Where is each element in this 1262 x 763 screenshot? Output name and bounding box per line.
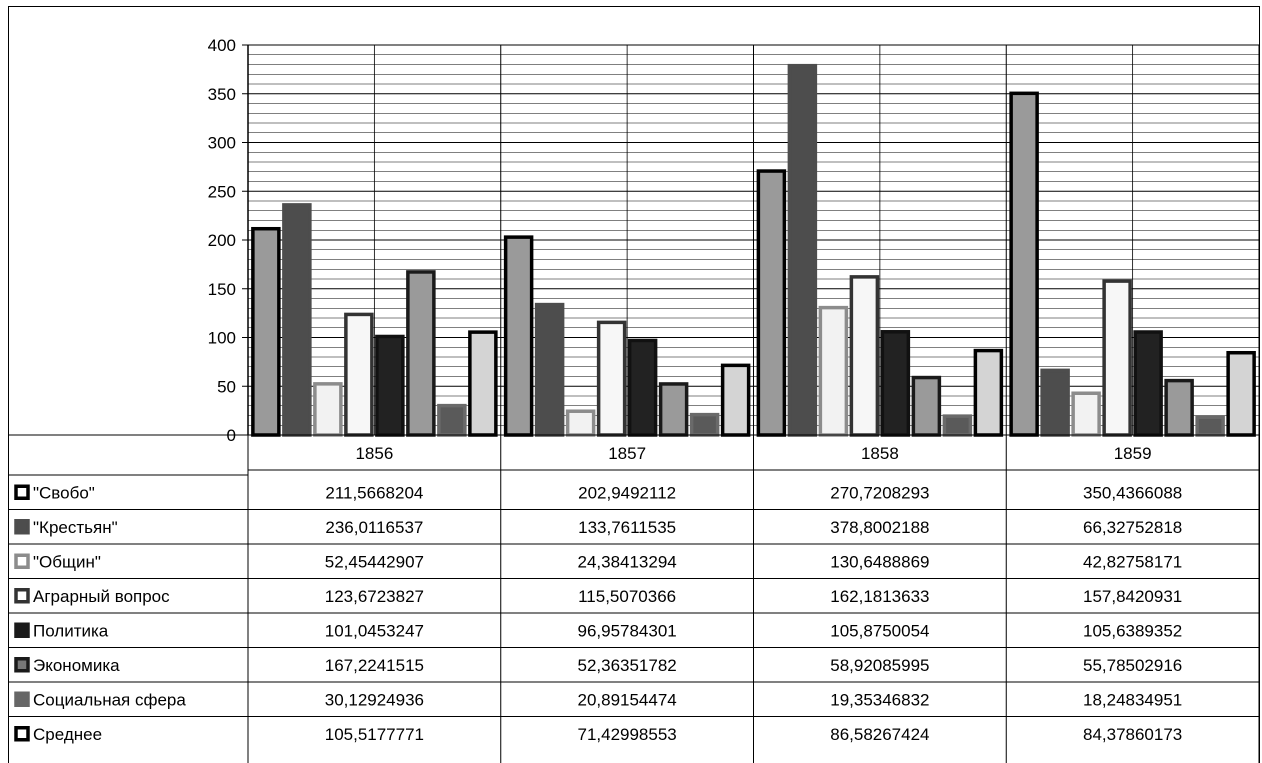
bar-6-1859 bbox=[1195, 415, 1225, 437]
table-value-cell: 52,45442907 bbox=[325, 552, 424, 571]
table-value-cell: 19,35346832 bbox=[830, 690, 929, 709]
bar-1-1858 bbox=[787, 63, 818, 437]
bar-4-1856 bbox=[375, 334, 405, 437]
bar-2-1858 bbox=[818, 305, 849, 437]
bar-6-1858 bbox=[942, 414, 973, 437]
category-label: 1857 bbox=[608, 444, 646, 463]
table-value-cell: 270,7208293 bbox=[830, 483, 929, 502]
bar-4-1857 bbox=[627, 338, 658, 437]
table-value-cell: 52,36351782 bbox=[577, 656, 676, 675]
bar-3-1856 bbox=[344, 312, 374, 437]
bar-6-1856 bbox=[437, 403, 467, 437]
bar-0-1857 bbox=[503, 235, 534, 437]
legend-series-name: Аграрный вопрос bbox=[33, 587, 170, 606]
table-value-cell: 167,2241515 bbox=[325, 656, 424, 675]
table-value-cell: 30,12924936 bbox=[325, 690, 424, 709]
table-value-cell: 157,8420931 bbox=[1083, 587, 1182, 606]
bar-4-1858 bbox=[880, 330, 911, 437]
bar-3-1857 bbox=[596, 320, 627, 437]
table-value-cell: 84,37860173 bbox=[1083, 725, 1182, 744]
table-value-cell: 105,6389352 bbox=[1083, 621, 1182, 640]
y-tick-label: 100 bbox=[208, 329, 236, 348]
bar-6-1857 bbox=[689, 412, 720, 437]
legend-series-name: Экономика bbox=[33, 656, 120, 675]
bar-5-1856 bbox=[406, 270, 436, 437]
table-value-cell: 58,92085995 bbox=[830, 656, 929, 675]
table-value-cell: 20,89154474 bbox=[577, 690, 676, 709]
bar-0-1858 bbox=[756, 169, 787, 437]
table-value-cell: 55,78502916 bbox=[1083, 656, 1182, 675]
table-value-cell: 130,6488869 bbox=[830, 552, 929, 571]
table-value-cell: 162,1813633 bbox=[830, 587, 929, 606]
y-tick-label: 350 bbox=[208, 85, 236, 104]
legend-series-name: Социальная сфера bbox=[33, 690, 186, 709]
y-tick-label: 150 bbox=[208, 280, 236, 299]
bar-5-1858 bbox=[911, 375, 942, 437]
table-value-cell: 18,24834951 bbox=[1083, 690, 1182, 709]
bar-3-1859 bbox=[1102, 279, 1132, 437]
category-label: 1859 bbox=[1114, 444, 1152, 463]
table-value-cell: 24,38413294 bbox=[577, 552, 676, 571]
bar-3-1858 bbox=[849, 275, 880, 437]
bar-5-1859 bbox=[1164, 378, 1194, 437]
table-value-cell: 123,6723827 bbox=[325, 587, 424, 606]
table-value-cell: 86,58267424 bbox=[830, 725, 929, 744]
bar-2-1856 bbox=[313, 382, 343, 437]
bar-7-1858 bbox=[973, 348, 1004, 437]
legend-key-1 bbox=[14, 519, 30, 535]
table-value-cell: 133,7611535 bbox=[578, 518, 676, 537]
category-label: 1858 bbox=[861, 444, 899, 463]
legend-key-3 bbox=[14, 588, 30, 604]
bar-2-1857 bbox=[565, 409, 596, 437]
table-value-cell: 115,5070366 bbox=[578, 587, 676, 606]
table-value-cell: 378,8002188 bbox=[830, 518, 929, 537]
legend-key-6 bbox=[14, 691, 30, 707]
bar-1-1859 bbox=[1040, 368, 1070, 437]
y-tick-label: 250 bbox=[208, 182, 236, 201]
y-tick-label: 200 bbox=[208, 231, 236, 250]
table-value-cell: 101,0453247 bbox=[325, 621, 424, 640]
legend-series-name: Политика bbox=[33, 621, 109, 640]
table-value-cell: 350,4366088 bbox=[1083, 483, 1182, 502]
y-tick-label: 300 bbox=[208, 134, 236, 153]
legend-series-name: "Общин" bbox=[33, 552, 101, 571]
table-value-cell: 236,0116537 bbox=[325, 518, 423, 537]
bar-2-1859 bbox=[1071, 391, 1101, 437]
bar-4-1859 bbox=[1133, 330, 1163, 437]
bar-0-1859 bbox=[1009, 91, 1039, 437]
legend-key-0 bbox=[14, 484, 30, 500]
bar-1-1857 bbox=[534, 302, 565, 437]
legend-key-4 bbox=[14, 622, 30, 638]
bar-5-1857 bbox=[658, 382, 689, 437]
bar-7-1857 bbox=[720, 363, 751, 437]
y-tick-label: 400 bbox=[208, 36, 236, 55]
bar-0-1856 bbox=[251, 226, 281, 437]
legend-key-5 bbox=[14, 657, 30, 673]
legend-key-2 bbox=[14, 553, 30, 569]
bar-7-1859 bbox=[1226, 350, 1256, 437]
bar-7-1856 bbox=[468, 330, 498, 437]
y-tick-label: 50 bbox=[217, 377, 236, 396]
table-value-cell: 71,42998553 bbox=[577, 725, 676, 744]
bar-1-1856 bbox=[282, 203, 312, 437]
table-value-cell: 105,8750054 bbox=[830, 621, 929, 640]
legend-series-name: Среднее bbox=[33, 725, 102, 744]
legend-key-7 bbox=[14, 726, 30, 742]
table-value-cell: 42,82758171 bbox=[1083, 552, 1182, 571]
table-value-cell: 202,9492112 bbox=[578, 483, 676, 502]
category-label: 1856 bbox=[355, 444, 393, 463]
table-value-cell: 105,5177771 bbox=[325, 725, 424, 744]
legend-series-name: "Свобо" bbox=[33, 483, 95, 502]
table-value-cell: 66,32752818 bbox=[1083, 518, 1182, 537]
legend-series-name: "Крестьян" bbox=[33, 518, 118, 537]
table-value-cell: 211,5668204 bbox=[325, 483, 423, 502]
table-value-cell: 96,95784301 bbox=[577, 621, 676, 640]
